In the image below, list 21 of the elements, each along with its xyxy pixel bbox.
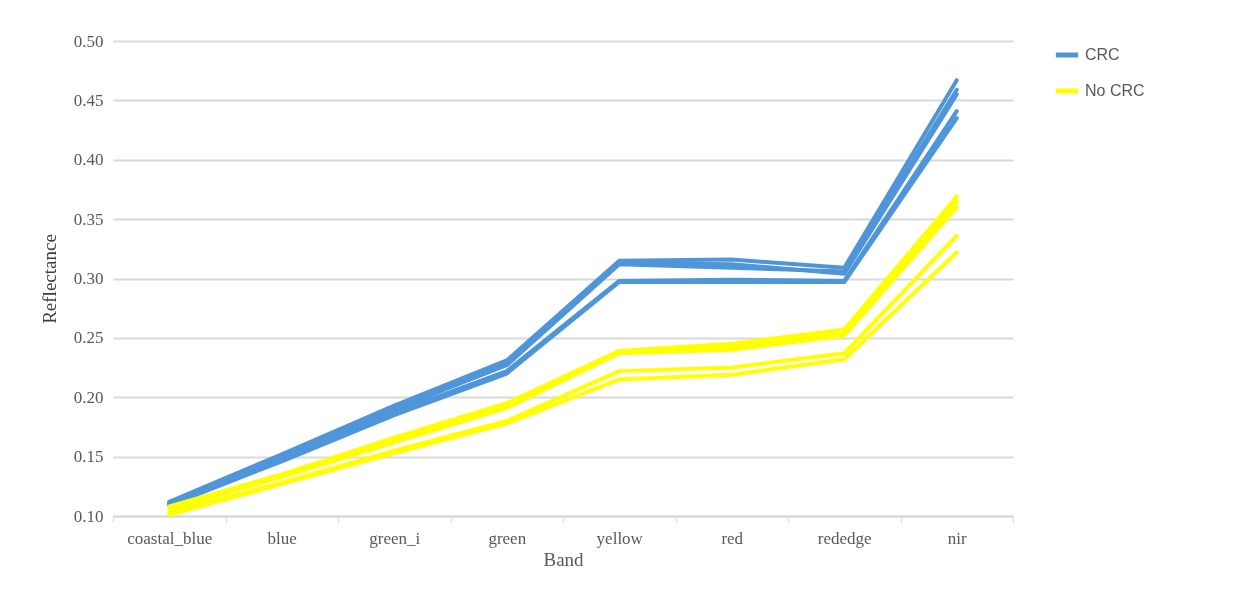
legend-label: No CRC	[1085, 82, 1145, 99]
x-tick-label: nir	[947, 528, 968, 548]
y-tick-label: 0.50	[73, 31, 104, 51]
x-tick-label: green	[488, 528, 527, 548]
x-axis-title: Band	[543, 548, 585, 570]
y-tick-label: 0.15	[73, 447, 104, 467]
x-tick-label: coastal_blue	[127, 528, 213, 548]
y-tick-label: 0.45	[73, 90, 104, 110]
x-tick-label: green_i	[369, 528, 421, 548]
x-tick-label: red	[721, 528, 744, 548]
x-tick-label: blue	[267, 528, 297, 548]
y-tick-label: 0.30	[73, 269, 104, 288]
y-tick-label: 0.35	[73, 209, 104, 229]
y-tick-label: 0.10	[73, 506, 104, 526]
x-tick-label: rededge	[817, 528, 872, 548]
y-tick-label: 0.20	[73, 387, 104, 407]
y-axis-title: Reflectance	[38, 234, 60, 324]
legend-label: CRC	[1085, 46, 1120, 63]
y-tick-label: 0.40	[73, 150, 104, 170]
x-tick-label: yellow	[596, 528, 644, 548]
y-tick-label: 0.25	[73, 328, 104, 348]
